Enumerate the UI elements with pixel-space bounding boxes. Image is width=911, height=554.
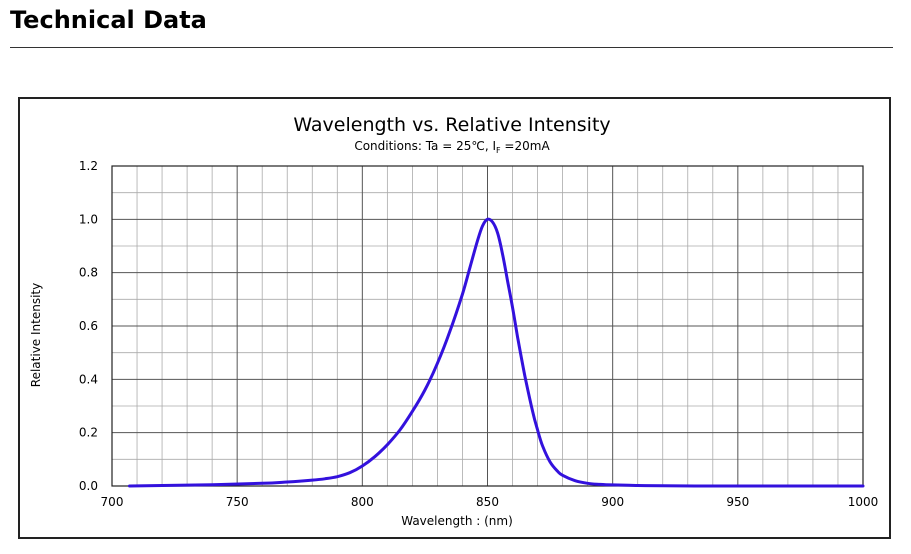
chart-conditions: Conditions: Ta = 25℃, IF =20mA (354, 139, 550, 155)
heading-divider (10, 47, 893, 48)
y-tick-labels: 0.0 0.2 0.4 0.6 0.8 1.0 1.2 (79, 159, 98, 493)
x-axis-label: Wavelength : (nm) (401, 514, 513, 528)
x-tick-label: 750 (226, 495, 249, 509)
x-tick-label: 850 (476, 495, 499, 509)
y-tick-label: 0.8 (79, 266, 98, 280)
y-tick-label: 0.0 (79, 479, 98, 493)
y-tick-label: 0.4 (79, 372, 98, 386)
x-tick-label: 700 (101, 495, 124, 509)
y-tick-label: 1.2 (79, 159, 98, 173)
x-tick-labels: 700 750 800 850 900 950 1000 (101, 495, 879, 509)
x-tick-label: 950 (726, 495, 749, 509)
major-gridlines (112, 166, 863, 486)
chart-frame (18, 97, 891, 539)
plot-area-border (111, 165, 864, 487)
series-line-relative-intensity (128, 217, 865, 488)
y-axis-label: Relative Intensity (29, 283, 43, 387)
chart-title: Wavelength vs. Relative Intensity (293, 114, 610, 136)
x-tick-label: 900 (601, 495, 624, 509)
conditions-suffix: =20mA (501, 139, 551, 153)
y-tick-label: 0.2 (79, 426, 98, 440)
conditions-subscript: F (496, 146, 501, 155)
x-tick-label: 800 (351, 495, 374, 509)
y-tick-label: 1.0 (79, 212, 98, 226)
y-tick-label: 0.6 (79, 319, 98, 333)
conditions-prefix: Conditions: Ta = 25℃, I (354, 139, 496, 153)
x-tick-label: 1000 (848, 495, 879, 509)
page-title: Technical Data (10, 6, 207, 34)
